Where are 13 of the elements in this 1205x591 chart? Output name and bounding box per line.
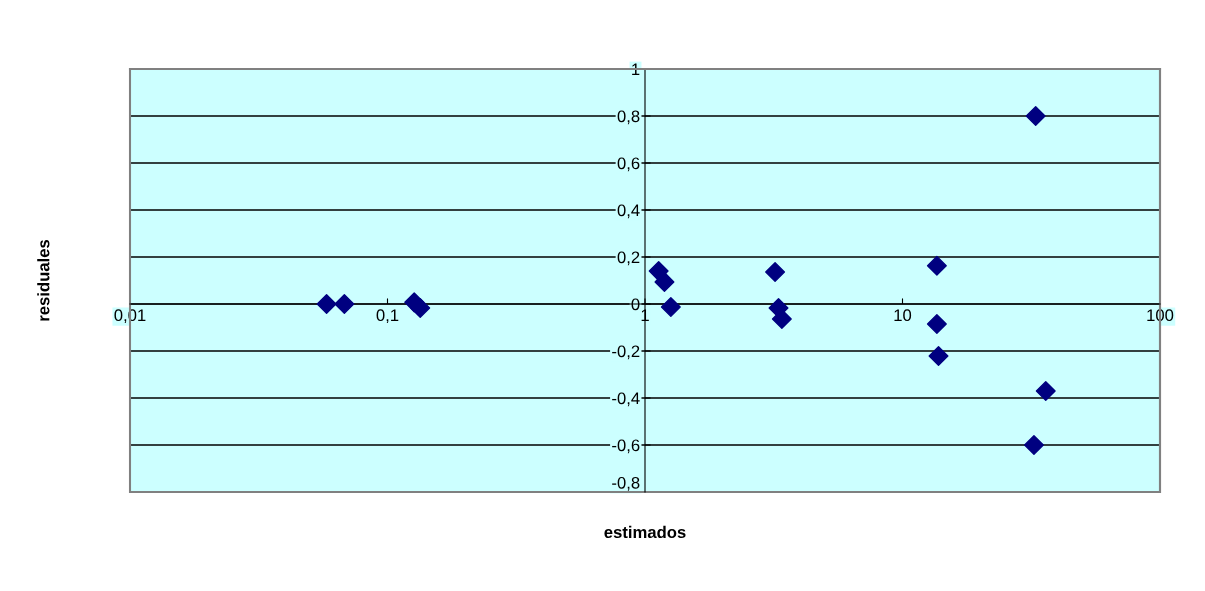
y-tick-label: 0,2 — [617, 251, 640, 266]
x-tick-label: 0,1 — [376, 309, 399, 324]
y-axis-title: residuales — [37, 239, 50, 321]
x-axis-title: estimados — [604, 525, 686, 539]
y-tick-label: 0,6 — [617, 157, 640, 172]
y-tick-label: 0,8 — [617, 110, 640, 125]
y-tick-label: 0 — [631, 298, 640, 311]
y-tick-label: -0,2 — [612, 345, 640, 360]
y-tick-label: -0,4 — [612, 392, 640, 407]
y-tick-label: 0,4 — [617, 204, 640, 219]
y-tick-label: -0,6 — [612, 439, 640, 454]
x-tick-label: 10 — [894, 309, 912, 322]
y-tick-label: -0,8 — [612, 476, 640, 491]
